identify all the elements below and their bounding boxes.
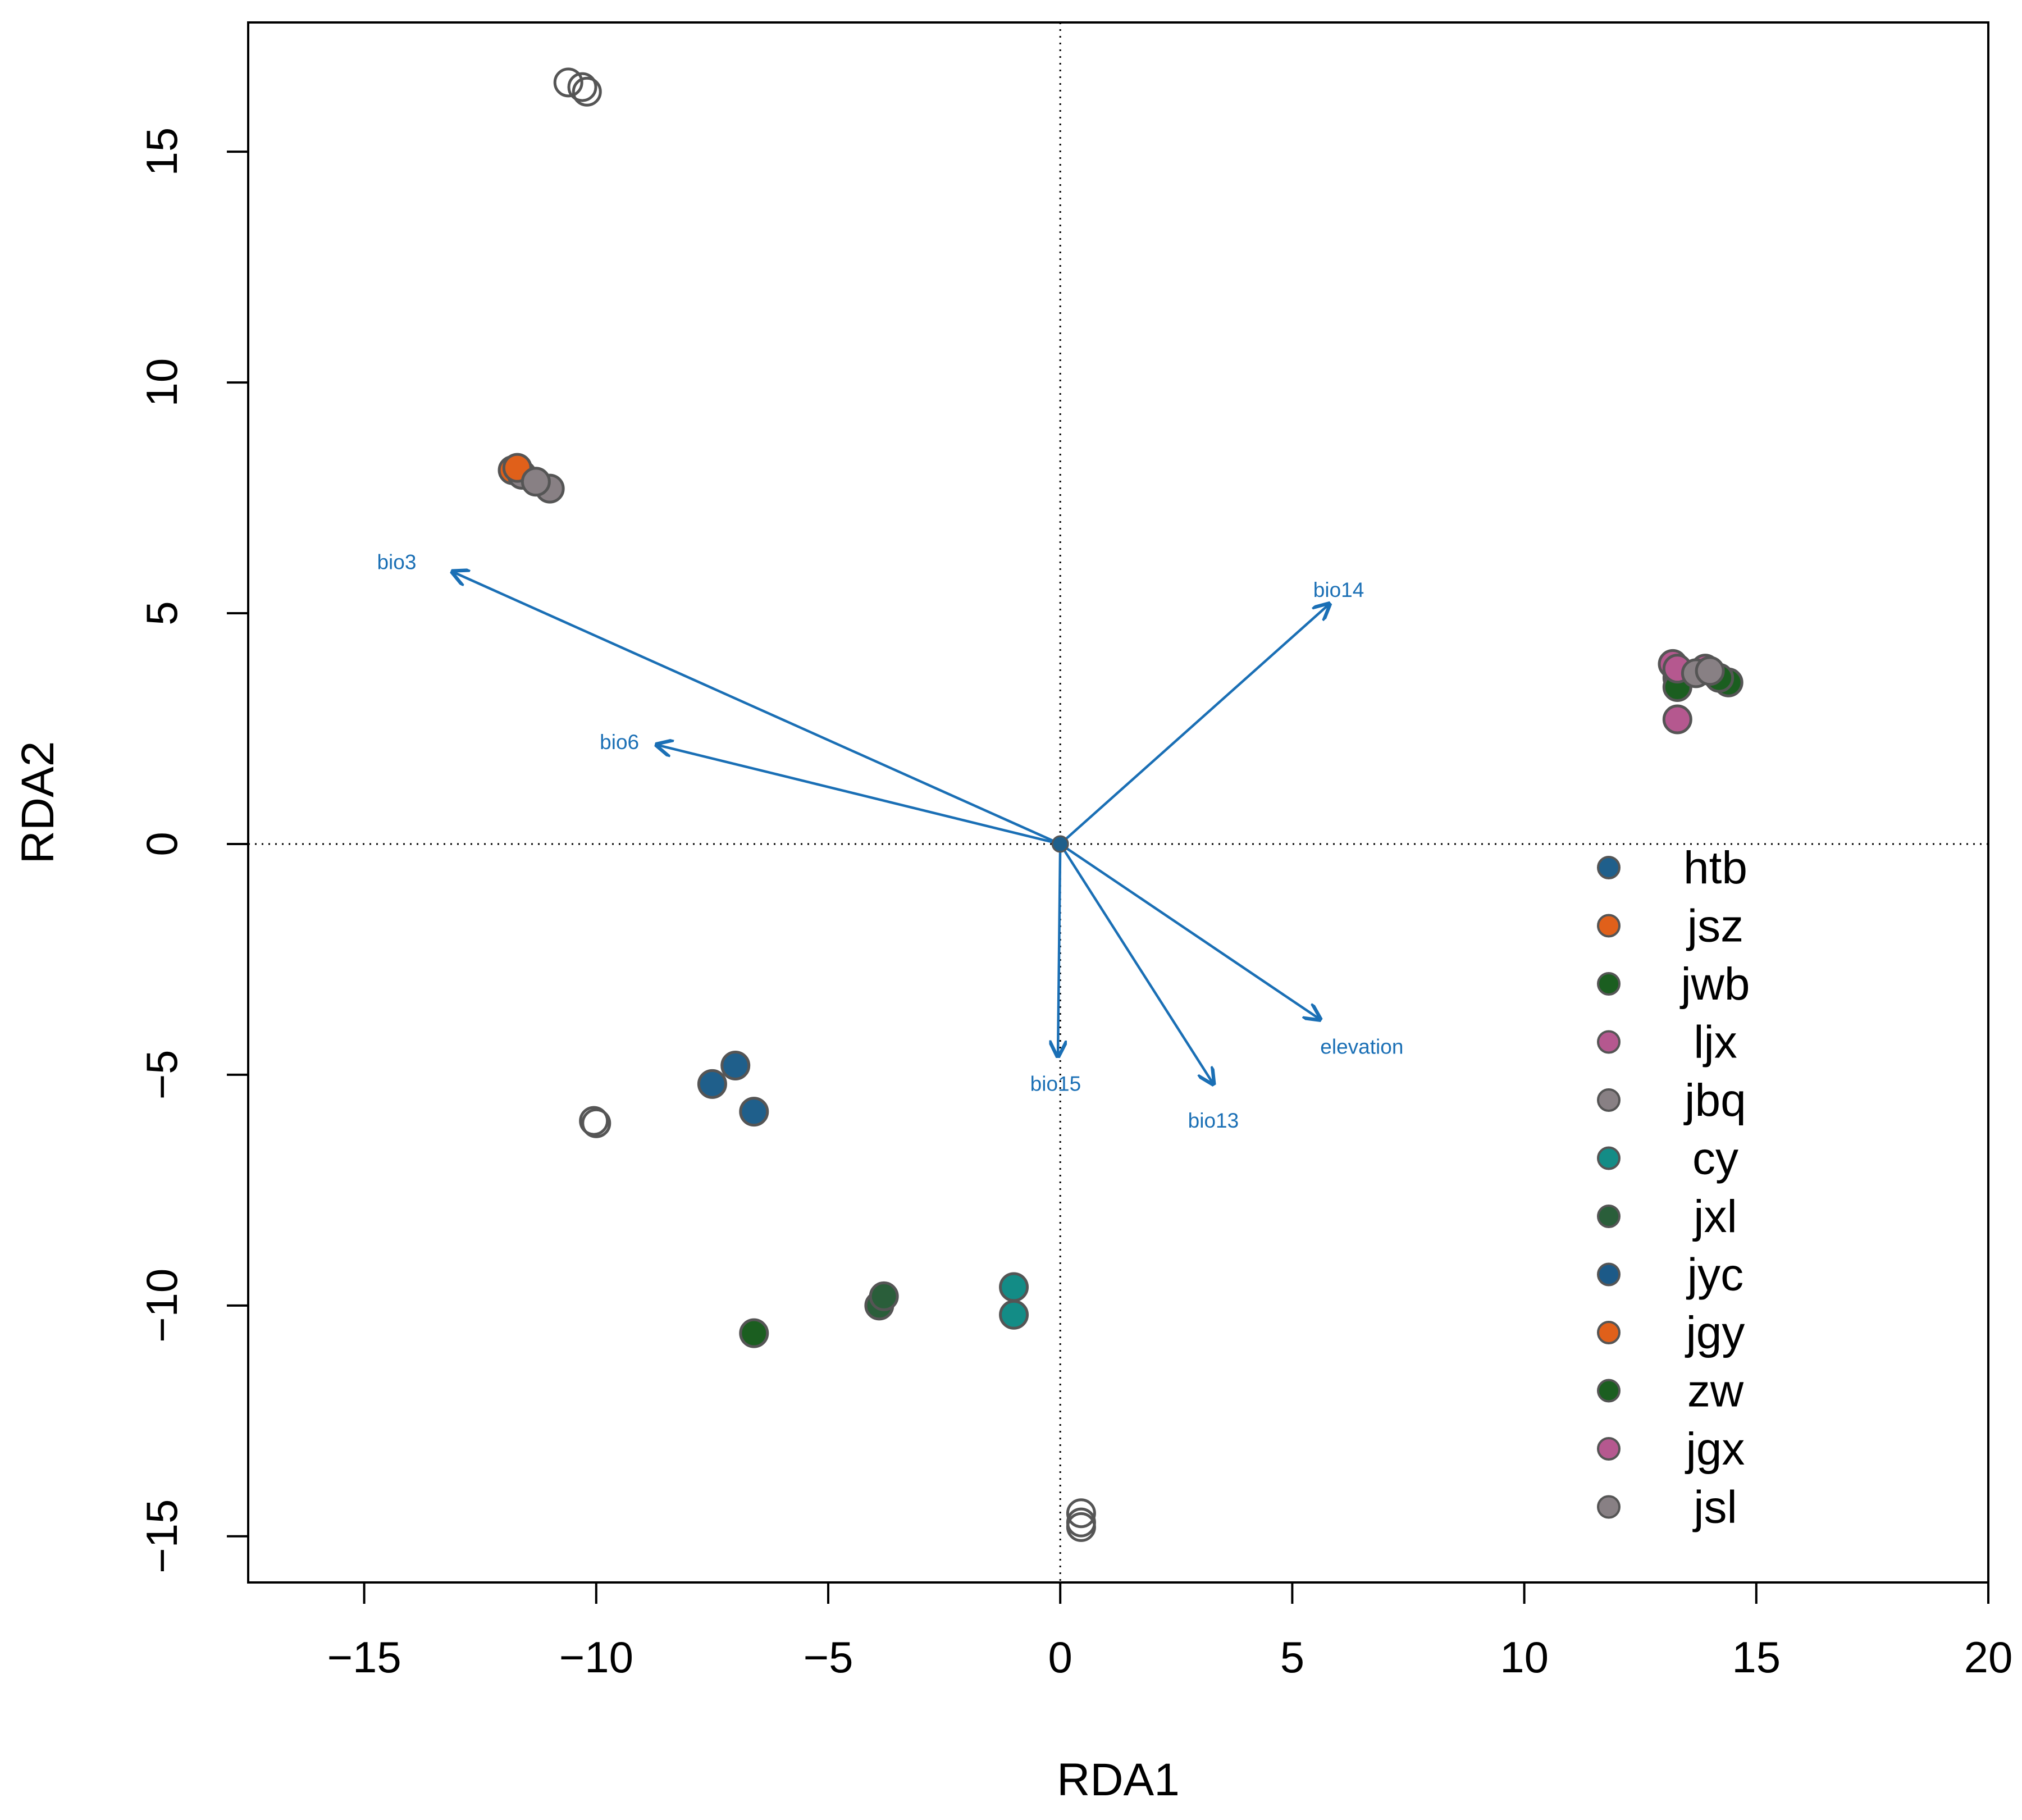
open-sample-point: [579, 1106, 609, 1136]
y-tick-label: 15: [137, 127, 186, 176]
x-tick-label: −15: [327, 1632, 401, 1682]
legend-marker-cy: [1597, 1146, 1621, 1170]
y-axis-title: RDA2: [12, 741, 63, 864]
x-tick-label: 5: [1280, 1632, 1304, 1682]
legend-marker-jgx: [1597, 1437, 1621, 1461]
x-tick-label: −10: [559, 1632, 633, 1682]
x-tick-label: 0: [1048, 1632, 1072, 1682]
point-jsl: [521, 467, 551, 497]
x-axis-title: RDA1: [1057, 1754, 1180, 1805]
x-tick-label: 15: [1732, 1632, 1781, 1682]
legend-marker-ljx: [1597, 1030, 1621, 1054]
arrow-label-bio14: bio14: [1313, 578, 1364, 601]
arrow-bio6: [656, 745, 1061, 846]
open-sample-point: [572, 76, 602, 107]
legend-marker-jsz: [1597, 914, 1621, 938]
legend-marker-htb: [1597, 856, 1621, 879]
legend-label-jyc: jyc: [1686, 1249, 1743, 1301]
x-tick-label: 20: [1964, 1632, 2013, 1682]
legend-label-jgy: jgy: [1685, 1307, 1745, 1358]
point-jxl: [869, 1281, 899, 1311]
legend-label-cy: cy: [1692, 1133, 1738, 1184]
environmental-vectors: bio3 bio6 bio14 elevation bio13 bio15: [377, 551, 1403, 1132]
open-sample-point: [581, 1108, 611, 1138]
point-htb: [739, 1097, 769, 1127]
y-tick-label: 5: [137, 601, 186, 625]
y-tick-label: 10: [137, 358, 186, 407]
arrow-bio14: [1059, 604, 1329, 845]
legend-label-jwb: jwb: [1679, 959, 1750, 1010]
legend-label-htb: htb: [1683, 842, 1747, 893]
open-sample-point: [553, 67, 583, 98]
open-sample-point: [1066, 1507, 1096, 1538]
legend: htb jsz jwb ljx jbq cy jxl jyc jgy zw jgx jsl: [1597, 842, 1750, 1533]
legend-label-ljx: ljx: [1694, 1017, 1737, 1068]
legend-marker-jyc: [1597, 1262, 1621, 1287]
legend-marker-jgy: [1597, 1321, 1621, 1344]
legend-marker-jxl: [1597, 1205, 1621, 1228]
point-cy: [999, 1299, 1029, 1330]
y-tick-label: −5: [137, 1050, 186, 1100]
open-sample-point: [1066, 1498, 1096, 1529]
y-tick-label: −10: [137, 1269, 186, 1343]
legend-marker-jsl: [1597, 1495, 1621, 1519]
legend-label-jsl: jsl: [1692, 1482, 1737, 1533]
y-tick-label: 0: [137, 832, 186, 856]
arrow-elevation: [1059, 843, 1320, 1019]
sample-points: [497, 67, 1743, 1542]
legend-marker-zw: [1597, 1379, 1621, 1403]
legend-label-jsz: jsz: [1686, 901, 1743, 952]
arrow-bio15: [1058, 843, 1060, 1056]
arrow-bio13: [1059, 843, 1213, 1084]
legend-marker-jbq: [1597, 1088, 1621, 1112]
point-htb: [720, 1050, 751, 1080]
point-ljx: [1662, 704, 1692, 735]
legend-label-jgx: jgx: [1685, 1424, 1745, 1475]
x-tick-label: 10: [1500, 1632, 1549, 1682]
legend-label-zw: zw: [1687, 1366, 1744, 1417]
reference-lines: [248, 22, 1988, 1582]
point-jsl: [1695, 656, 1725, 686]
y-tick-label: −15: [137, 1499, 186, 1573]
x-axis: −15 −10 −5 0 5 10 15 20: [327, 1581, 2013, 1682]
point-jwb: [739, 1318, 769, 1348]
point-htb: [697, 1069, 727, 1099]
y-axis: −15 −10 −5 0 5 10 15: [137, 127, 249, 1573]
open-sample-point: [567, 72, 597, 102]
legend-marker-jwb: [1597, 972, 1621, 996]
arrow-bio3: [453, 572, 1061, 846]
legend-label-jbq: jbq: [1683, 1075, 1746, 1126]
point-cy: [999, 1272, 1029, 1302]
center-point: [1051, 835, 1069, 853]
arrow-label-bio13: bio13: [1188, 1109, 1239, 1132]
arrow-label-bio15: bio15: [1030, 1072, 1081, 1095]
x-tick-label: −5: [804, 1632, 853, 1682]
arrow-label-bio3: bio3: [377, 551, 416, 574]
legend-label-jxl: jxl: [1692, 1191, 1737, 1242]
arrow-label-elevation: elevation: [1320, 1036, 1403, 1059]
arrow-label-bio6: bio6: [600, 731, 639, 754]
